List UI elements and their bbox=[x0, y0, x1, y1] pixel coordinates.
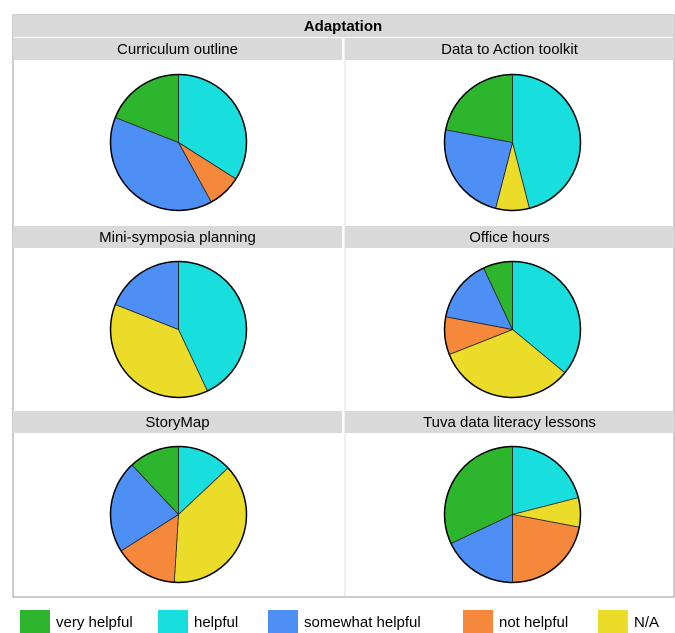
pie-outline bbox=[109, 260, 248, 399]
chart-title: Adaptation bbox=[304, 18, 382, 35]
title-strip bbox=[13, 15, 674, 37]
panel-title: StoryMap bbox=[145, 414, 209, 431]
legend-swatch bbox=[268, 610, 298, 633]
legend-swatch bbox=[598, 610, 628, 633]
legend-swatch bbox=[463, 610, 493, 633]
pie-outline bbox=[443, 260, 582, 399]
panel-title: Mini-symposia planning bbox=[99, 229, 256, 246]
pie-outline bbox=[109, 73, 248, 212]
panel-strip bbox=[345, 411, 674, 433]
panel-title: Office hours bbox=[469, 229, 550, 246]
panel-strip bbox=[345, 38, 674, 60]
legend-label: not helpful bbox=[499, 614, 568, 631]
pie-outline bbox=[109, 445, 248, 584]
panel-strip bbox=[345, 226, 674, 248]
legend-label: helpful bbox=[194, 614, 238, 631]
legend-label: very helpful bbox=[56, 614, 133, 631]
panel-title: Data to Action toolkit bbox=[441, 41, 579, 58]
legend-label: N/A bbox=[634, 614, 659, 631]
panel-strip bbox=[13, 411, 342, 433]
pie-outline bbox=[443, 445, 582, 584]
panel-strip bbox=[13, 226, 342, 248]
pie-outline bbox=[443, 73, 582, 212]
panel-title: Tuva data literacy lessons bbox=[423, 414, 596, 431]
legend-label: somewhat helpful bbox=[304, 614, 421, 631]
panel-title: Curriculum outline bbox=[117, 41, 238, 58]
legend-swatch bbox=[20, 610, 50, 633]
panel-strip bbox=[13, 38, 342, 60]
legend-swatch bbox=[158, 610, 188, 633]
